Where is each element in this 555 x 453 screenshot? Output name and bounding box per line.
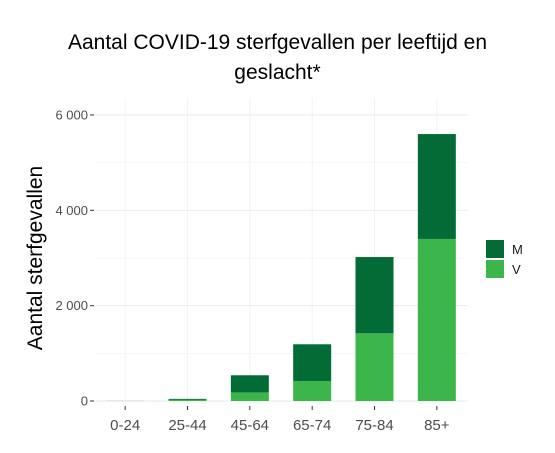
bars [106, 134, 456, 401]
legend-swatch-V [486, 260, 504, 278]
legend-label-M: M [512, 242, 523, 257]
x-tick-label: 0-24 [110, 417, 140, 434]
bar-V-75-84 [355, 333, 394, 401]
bar-M-85+ [417, 134, 456, 239]
y-axis-label: Aantal sterfgevallen [24, 166, 47, 350]
chart-title-line-1: Aantal COVID-19 sterfgevallen per leefti… [67, 31, 488, 54]
chart-title: Aantal COVID-19 sterfgevallen per leefti… [0, 28, 555, 88]
x-tick-label: 45-64 [231, 417, 269, 434]
bar-M-65-74 [293, 344, 332, 381]
y-axis: 0 2 000 4 000 6 000 [55, 108, 94, 409]
bar-M-75-84 [355, 257, 394, 334]
y-tick-label: 4 000 [55, 203, 88, 218]
x-axis: 0-24 25-44 45-64 65-74 75-84 85+ [110, 406, 450, 434]
y-tick-label: 0 [81, 394, 88, 409]
bar-V-25-44 [168, 399, 207, 401]
bar-V-45-64 [230, 392, 269, 401]
chart-title-line-2: geslacht* [234, 61, 321, 84]
legend-swatch-M [486, 240, 504, 258]
bar-V-65-74 [293, 380, 332, 401]
y-tick-label: 6 000 [55, 108, 88, 123]
legend: MV [486, 240, 523, 278]
x-tick-label: 75-84 [355, 417, 393, 434]
x-tick-label: 25-44 [168, 417, 206, 434]
grid-lines [94, 98, 468, 403]
y-tick-label: 2 000 [55, 298, 88, 313]
x-tick-label: 85+ [424, 417, 450, 434]
legend-label-V: V [512, 262, 521, 277]
x-tick-label: 65-74 [293, 417, 331, 434]
bar-M-25-44 [168, 398, 207, 400]
bar-V-85+ [417, 238, 456, 401]
bar-M-45-64 [230, 375, 269, 393]
